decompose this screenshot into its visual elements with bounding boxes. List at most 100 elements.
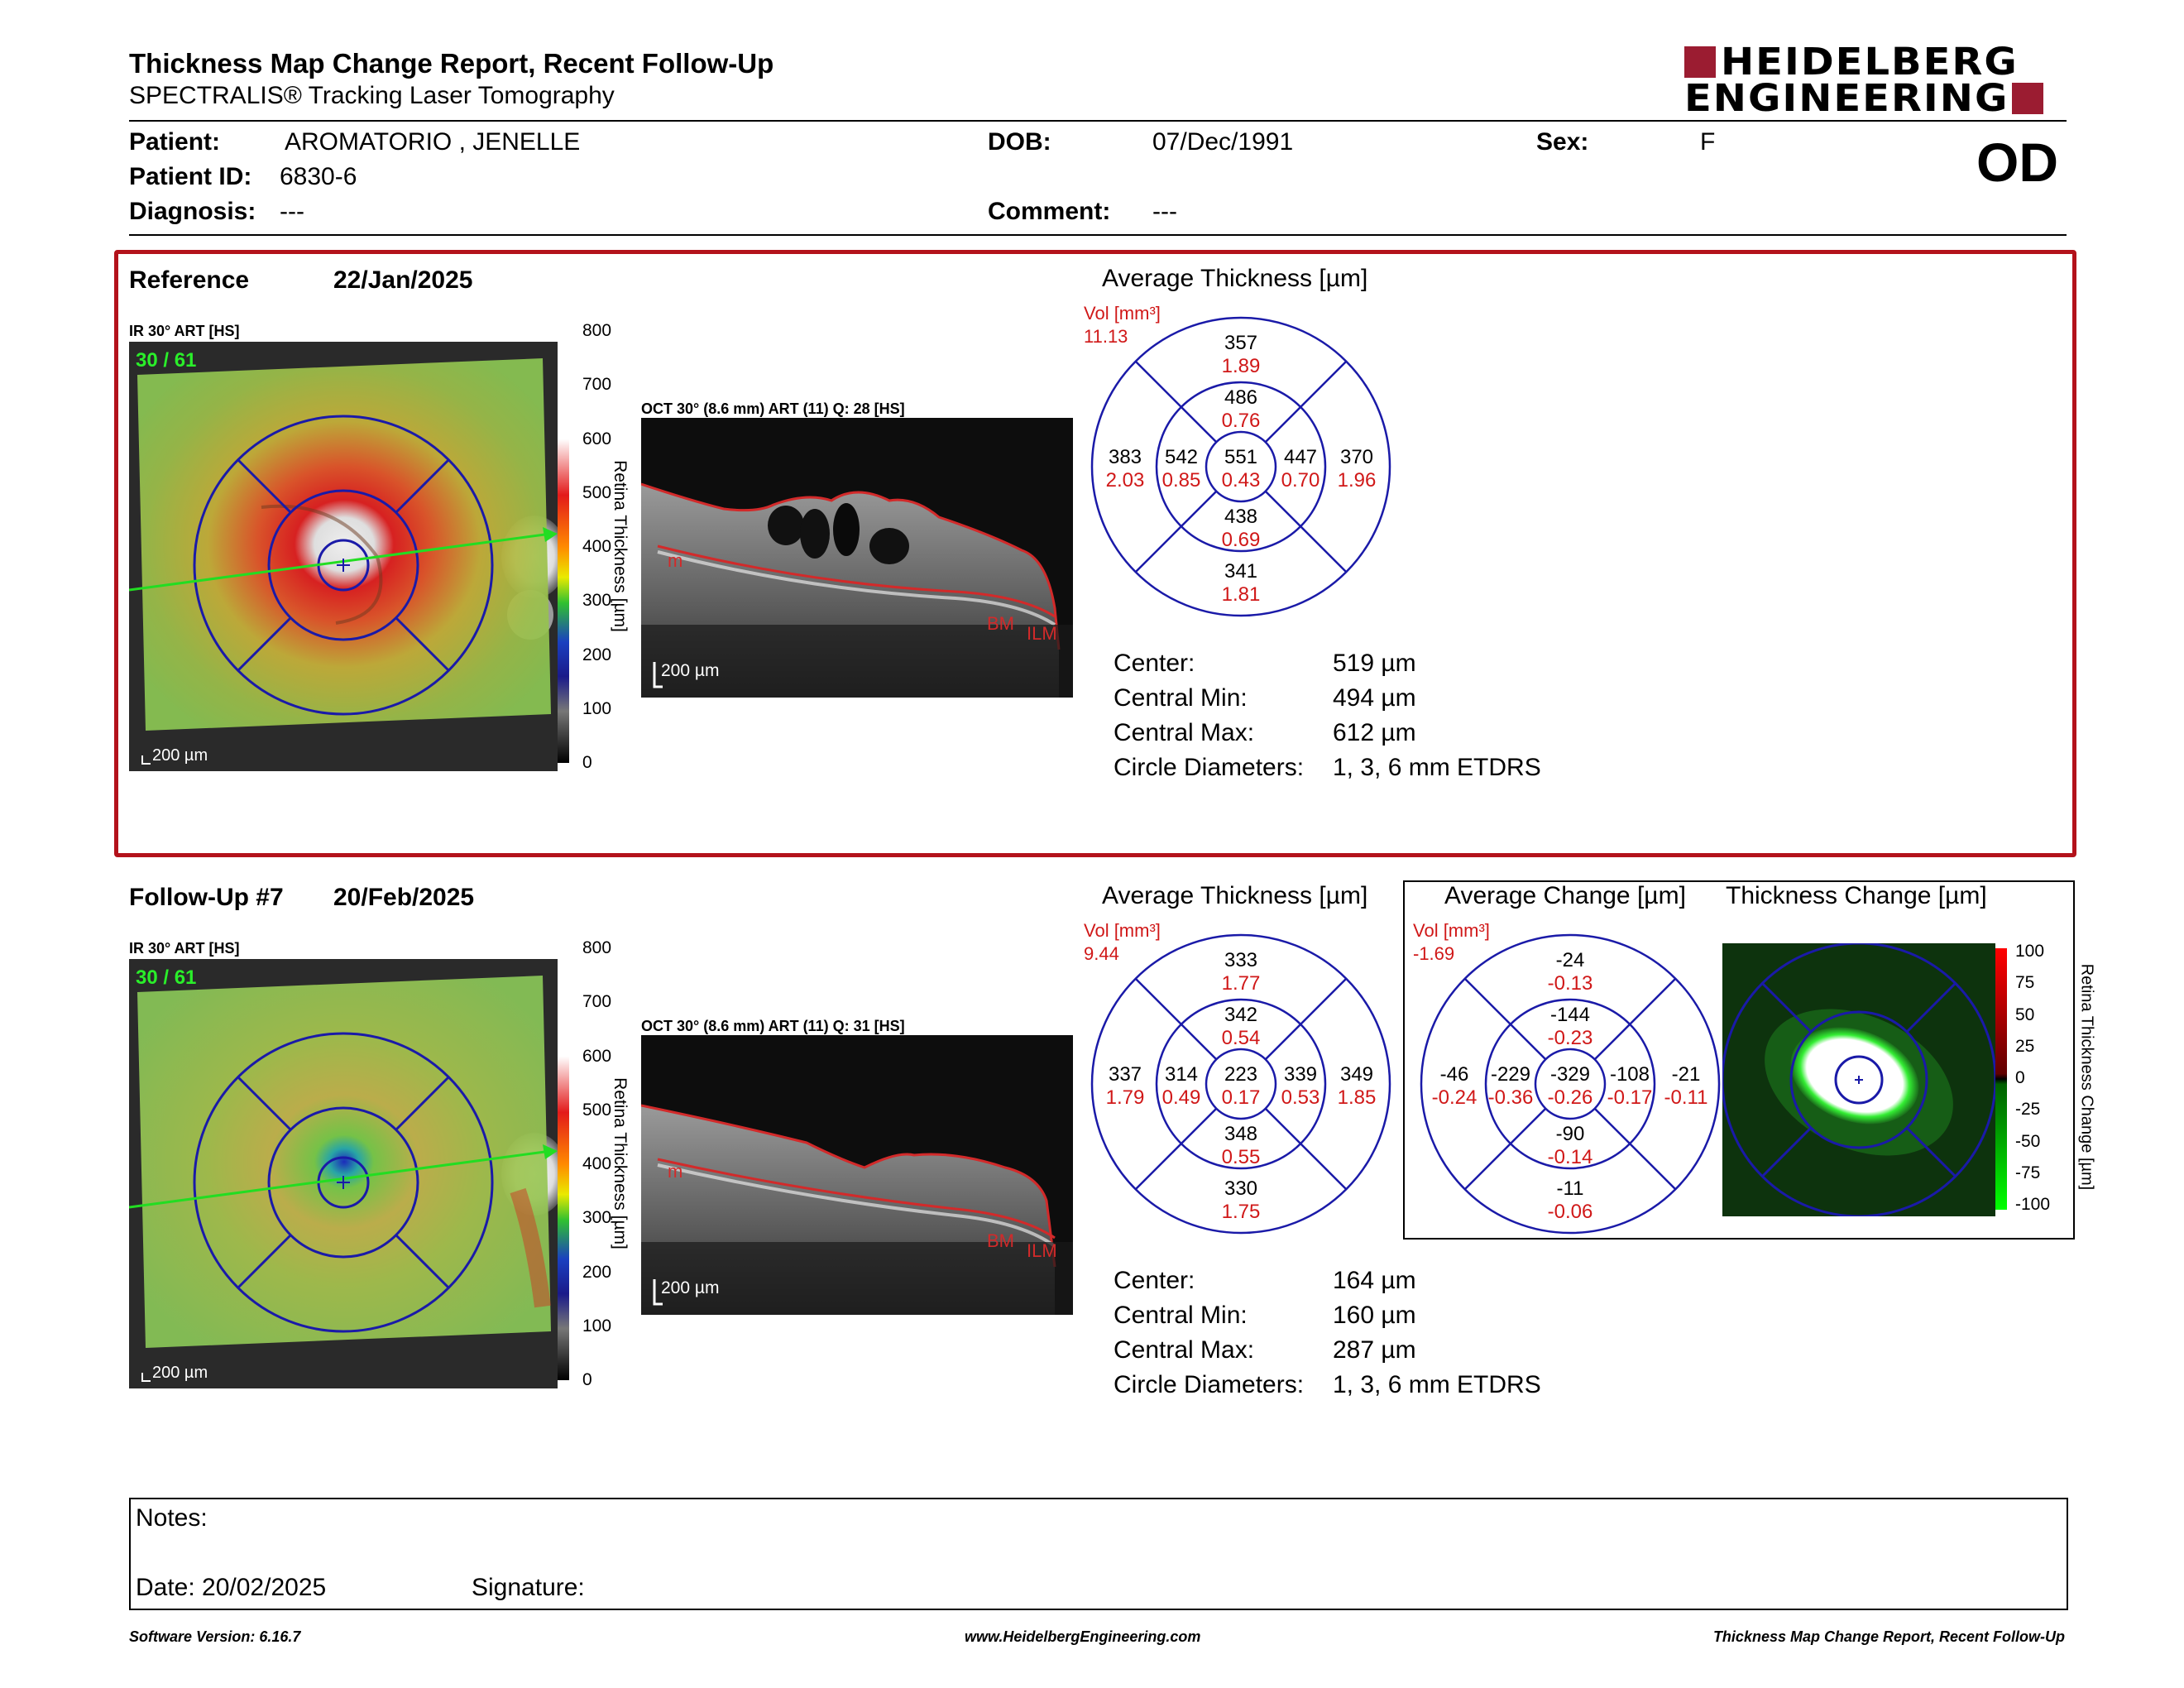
fu-etdrs-outer_nas-volume: 1.85 [1338,1086,1377,1109]
ref-etdrs-inner_tmp-thickness: 542 [1165,446,1198,468]
fu-layer-label-m: m [668,1161,682,1182]
change-etdrs-inner-ring [1484,998,1656,1170]
fu-stat-label-1: Central Min: [1114,1302,1248,1329]
change-etdrs-divider-2 [1463,1107,1547,1191]
change-etdrs-outer_tmp-volume: -0.24 [1432,1086,1478,1109]
change-etdrs-outer_inf-volume: -0.06 [1548,1201,1593,1223]
change-colorbar-tick-0: 100 [2015,942,2045,961]
fu-etdrs-divider-1 [1264,977,1348,1061]
ref-avg-title: Average Thickness [µm] [1102,265,1368,292]
change-etdrs-divider-0 [1593,1107,1677,1191]
ref-etdrs-outer_sup-volume: 1.89 [1222,355,1261,377]
fu-avg-title: Average Thickness [µm] [1102,882,1368,909]
change-colorbar-tick-3: 25 [2015,1036,2035,1056]
fu-ir-overlay: 30 / 61 [136,966,196,989]
ref-etdrs-outer_tmp-thickness: 383 [1109,446,1142,468]
patient-name: AROMATORIO , JENELLE [285,128,581,156]
fu-etdrs-divider-2 [1134,1107,1218,1191]
ref-layer-label-bm: BM [987,613,1014,634]
header-divider [129,120,2067,122]
change-colorbar-tick-2: 50 [2015,1005,2035,1024]
change-etdrs-outer_sup-thickness: -24 [1556,949,1585,971]
fu-etdrs-vol-label: Vol [mm³] [1084,920,1161,941]
ref-etdrs-grid: 5510.434860.764380.695420.854470.703571.… [1084,303,1391,617]
change-etdrs-inner_nas-volume: -0.17 [1607,1086,1653,1109]
fu-etdrs-outer_sup-volume: 1.77 [1222,972,1261,995]
fu-stat-value-1: 160 µm [1333,1302,1416,1329]
ref-ir-label: IR 30° ART [HS] [129,323,240,339]
fu-colorbar-tick-6: 200 [582,1262,612,1282]
logo-square-top [1684,46,1716,78]
fu-etdrs-outer_sup-thickness: 333 [1224,949,1257,971]
change-etdrs-outer_nas-volume: -0.11 [1664,1086,1708,1109]
ref-stat-label-2: Central Max: [1114,719,1255,746]
fu-thickness-colorbar [558,948,569,1380]
ref-colorbar-tick-0: 800 [582,321,612,340]
notes-box [129,1498,2068,1610]
ref-colorbar-tick-4: 400 [582,537,612,556]
change-title: Average Change [µm] [1444,882,1686,909]
ref-etdrs-inner_tmp-volume: 0.85 [1162,469,1201,492]
signature-label[interactable]: Signature: [472,1574,585,1601]
ref-stat-value-3: 1, 3, 6 mm ETDRS [1333,754,1541,781]
patient-divider [129,234,2067,236]
ref-etdrs-center-thickness: 551 [1224,446,1257,468]
ref-etdrs-outer-ring [1090,316,1391,617]
reference-box [114,250,2076,857]
ref-colorbar-tick-3: 500 [582,482,612,502]
change-colorbar-tick-8: -100 [2015,1195,2051,1214]
change-colorbar-tick-4: 0 [2015,1068,2025,1087]
change-etdrs-inner_inf-thickness: -90 [1556,1123,1585,1145]
fu-etdrs-inner-ring [1155,998,1327,1170]
change-etdrs-vol-total: -1.69 [1413,943,1454,964]
fu-etdrs-outer_tmp-volume: 1.79 [1106,1086,1145,1109]
change-etdrs-inner_sup-volume: -0.23 [1548,1027,1593,1049]
ref-colorbar-tick-1: 700 [582,375,612,395]
ref-oct-scale: 200 µm [661,661,719,680]
change-etdrs-outer_inf-thickness: -11 [1557,1177,1584,1200]
fu-colorbar-tick-8: 0 [582,1370,592,1389]
fu-etdrs-divider-3 [1134,977,1218,1061]
thickness-change-title: Thickness Change [µm] [1726,882,1987,909]
change-colorbar-tick-1: 75 [2015,973,2035,993]
ref-ir-scale: 200 µm [152,746,208,765]
ref-stat-label-1: Central Min: [1114,684,1248,712]
ref-etdrs-vol-label: Vol [mm³] [1084,303,1161,324]
thickness-change-svg [1722,943,1995,1216]
ref-ir-overlay: 30 / 61 [136,349,196,372]
fu-colorbar-tick-4: 400 [582,1154,612,1173]
ref-etdrs-divider-2 [1134,490,1218,573]
change-colorbar-tick-5: -25 [2015,1100,2041,1120]
followup-date: 20/Feb/2025 [333,884,475,911]
fu-layer-label-bm: BM [987,1230,1014,1251]
fu-etdrs-outer-ring [1090,933,1391,1235]
fu-stat-value-0: 164 µm [1333,1267,1416,1294]
diagnosis-value: --- [280,198,304,225]
sex-label: Sex: [1536,128,1589,156]
date-label: Date: 20/02/2025 [136,1574,327,1601]
fu-colorbar-tick-7: 100 [582,1316,612,1336]
change-colorbar-title: Retina Thickness Change [µm] [2077,963,2096,1191]
fu-colorbar-title: Retina Thickness [µm] [611,1077,630,1249]
ref-stat-value-2: 612 µm [1333,719,1416,746]
followup-label: Follow-Up #7 [129,884,284,911]
ref-etdrs-outer_inf-volume: 1.81 [1222,583,1261,606]
ref-layer-label-m: m [668,550,682,571]
dob-value: 07/Dec/1991 [1152,128,1294,156]
ref-stat-label-3: Circle Diameters: [1114,754,1305,781]
fu-colorbar-tick-1: 700 [582,992,612,1012]
fu-stat-value-2: 287 µm [1333,1336,1416,1364]
fu-ir-scale: 200 µm [152,1364,208,1382]
ref-etdrs-outer_tmp-volume: 2.03 [1106,469,1145,492]
fu-colorbar-tick-5: 300 [582,1208,612,1228]
reference-date: 22/Jan/2025 [333,266,473,294]
ref-colorbar-title: Retina Thickness [µm] [611,460,630,632]
patient-id-label: Patient ID: [129,163,252,190]
ref-etdrs-inner_nas-volume: 0.70 [1281,469,1320,492]
fu-fundus-svg: 30 / 61 200 µm [129,959,558,1388]
logo-line-2: ENGINEERING [1684,76,2009,121]
change-etdrs-inner_tmp-volume: -0.36 [1488,1086,1534,1109]
diagnosis-label: Diagnosis: [129,198,256,225]
fu-etdrs-inner_nas-thickness: 339 [1284,1063,1317,1086]
footer-website-link[interactable]: www.HeidelbergEngineering.com [965,1628,1201,1645]
